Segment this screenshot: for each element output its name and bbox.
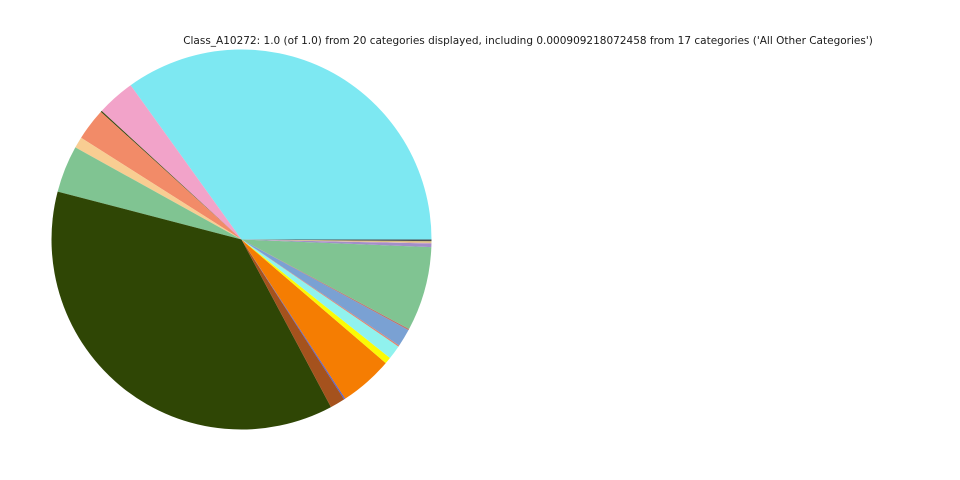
pie-slice-slice-6-seagreen: [57, 147, 242, 240]
pie-slice-slice-1-cyan: [130, 49, 432, 240]
pie-slice-slice-18-pink-thin: [241, 239, 432, 244]
pie-slice-slice-7-darkolive: [51, 191, 331, 430]
pie-slice-slice-5-wheat: [75, 137, 242, 240]
pie-slice-slice-12-palecyan: [241, 239, 399, 359]
pie-slice-slice-16-seagreen2: [241, 239, 432, 329]
pie-slice-slice-3-darkolive-thin: [100, 110, 242, 240]
pie-slice-slice-8-sienna: [241, 239, 345, 408]
pie-slice-slice-20-darkgray-thin: [241, 239, 432, 242]
pie-slice-slice-13-salmon-thin: [241, 239, 400, 347]
pie-slice-slice-4-salmon: [81, 111, 242, 240]
pie-slice-slice-17-purple: [241, 239, 432, 248]
pie-slice-slice-19-tan-thin: [241, 239, 432, 243]
pie-slice-slice-15-rust-thin: [241, 239, 410, 331]
chart-title: Class_A10272: 1.0 (of 1.0) from 20 categ…: [183, 35, 873, 47]
pie-slice-slice-2-pink: [101, 85, 242, 240]
pie-slice-slice-9-slateblue-thin: [241, 239, 346, 400]
pie-slice-slice-14-cornflower: [241, 239, 409, 346]
pie-slice-slice-10-orange: [241, 239, 386, 399]
pie-slice-slice-11-yellow: [241, 239, 390, 364]
